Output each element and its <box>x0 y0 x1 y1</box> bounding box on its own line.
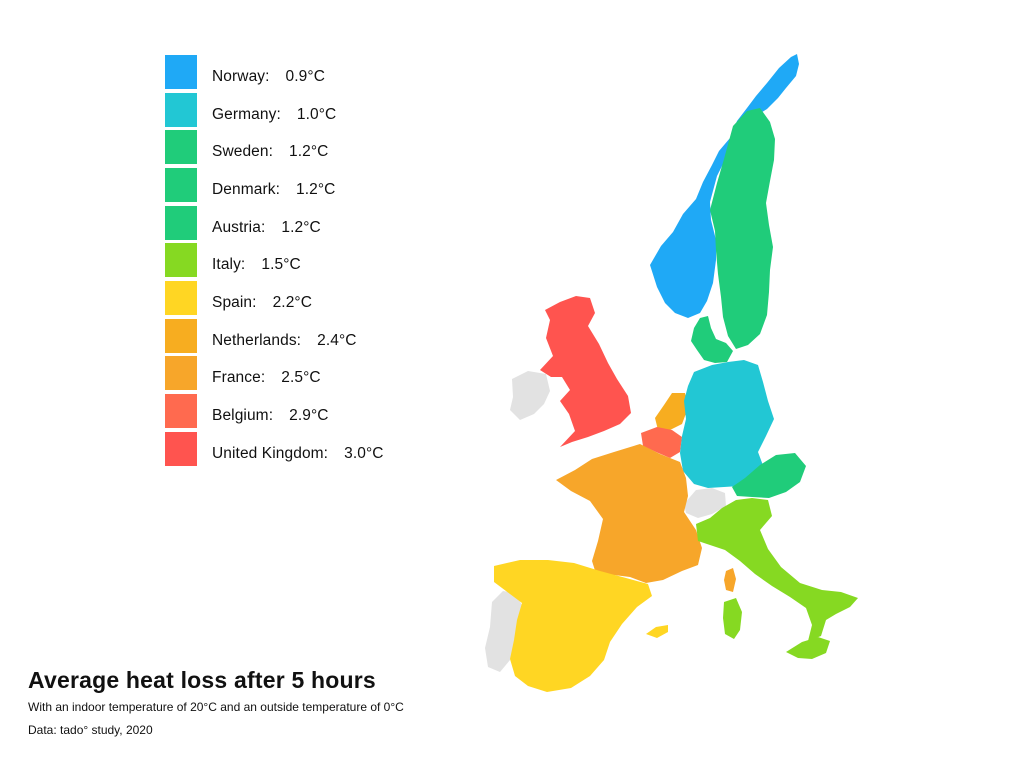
legend-value-norway: 0.9°C <box>285 67 325 85</box>
legend-text-denmark: Denmark: 1.2°C <box>212 181 335 199</box>
map-country-belgium <box>641 427 682 458</box>
legend-item-denmark: Denmark: 1.2°C <box>165 166 465 204</box>
map-country-sweden <box>710 108 775 349</box>
legend-country-france: France: <box>212 369 266 387</box>
legend-text-germany: Germany: 1.0°C <box>212 106 336 124</box>
legend-item-italy: Italy: 1.5°C <box>165 241 465 279</box>
map-country-denmark <box>691 316 733 363</box>
legend-value-denmark: 1.2°C <box>295 180 336 198</box>
legend-value-france: 2.5°C <box>281 369 321 387</box>
legend-value-netherlands: 2.4°C <box>317 331 357 349</box>
legend-swatch-netherlands <box>165 318 197 353</box>
legend-item-belgium: Belgium: 2.9°C <box>165 392 465 430</box>
map-country-austria <box>732 453 806 498</box>
legend-value-sweden: 1.2°C <box>289 143 329 161</box>
legend-item-netherlands: Netherlands: 2.4°C <box>165 317 465 355</box>
legend-text-spain: Spain: 2.2°C <box>212 294 312 312</box>
legend-value-belgium: 2.9°C <box>289 407 329 425</box>
legend-country-austria: Austria: <box>212 218 266 236</box>
legend-swatch-italy <box>165 243 197 278</box>
map-country-balearic <box>646 625 668 638</box>
legend: Norway: 0.9°C Germany: 1.0°C Sweden: 1.2°C … <box>165 53 465 468</box>
legend-item-united-kingdom: United Kingdom: 3.0°C <box>165 430 465 468</box>
title-block: Average heat loss after 5 hours With an … <box>28 667 628 737</box>
map-country-sardinia <box>723 598 742 639</box>
legend-text-austria: Austria: 1.2°C <box>212 219 321 237</box>
legend-value-germany: 1.0°C <box>296 105 337 123</box>
legend-swatch-belgium <box>165 394 197 429</box>
legend-text-sweden: Sweden: 1.2°C <box>212 143 328 161</box>
map-country-united-kingdom <box>540 296 631 447</box>
legend-value-spain: 2.2°C <box>272 293 313 311</box>
legend-text-italy: Italy: 1.5°C <box>212 256 301 274</box>
map-country-portugal <box>485 591 522 672</box>
legend-swatch-germany <box>165 92 197 127</box>
legend-swatch-united-kingdom <box>165 431 197 466</box>
map-country-switzerland <box>684 488 726 518</box>
legend-text-norway: Norway: 0.9°C <box>212 68 325 86</box>
legend-swatch-austria <box>165 205 197 240</box>
legend-item-sweden: Sweden: 1.2°C <box>165 128 465 166</box>
legend-item-germany: Germany: 1.0°C <box>165 91 465 129</box>
legend-country-norway: Norway: <box>212 67 270 85</box>
legend-item-france: France: 2.5°C <box>165 355 465 393</box>
legend-text-belgium: Belgium: 2.9°C <box>212 407 329 425</box>
legend-swatch-spain <box>165 280 197 315</box>
legend-swatch-denmark <box>165 167 197 202</box>
legend-text-united-kingdom: United Kingdom: 3.0°C <box>212 445 384 463</box>
legend-swatch-norway <box>165 54 197 89</box>
legend-swatch-sweden <box>165 130 197 165</box>
legend-text-netherlands: Netherlands: 2.4°C <box>212 332 357 350</box>
legend-value-italy: 1.5°C <box>261 256 301 274</box>
legend-text-france: France: 2.5°C <box>212 369 321 387</box>
legend-country-sweden: Sweden: <box>212 143 274 161</box>
legend-item-norway: Norway: 0.9°C <box>165 53 465 91</box>
map-country-spain <box>494 560 652 692</box>
map-country-corsica <box>724 568 736 592</box>
legend-country-germany: Germany: <box>212 105 281 123</box>
legend-country-italy: Italy: <box>212 256 246 274</box>
map-country-france <box>556 444 702 583</box>
legend-swatch-france <box>165 356 197 391</box>
legend-item-spain: Spain: 2.2°C <box>165 279 465 317</box>
map-title: Average heat loss after 5 hours <box>28 667 376 693</box>
legend-country-united-kingdom: United Kingdom: <box>212 444 329 462</box>
legend-item-austria: Austria: 1.2°C <box>165 204 465 242</box>
map-subtitle: With an indoor temperature of 20°C and a… <box>28 699 404 714</box>
map-source: Data: tado° study, 2020 <box>28 722 153 737</box>
map-country-sicily <box>786 637 830 659</box>
map-country-norway <box>650 54 799 318</box>
legend-country-spain: Spain: <box>212 293 257 311</box>
legend-value-united-kingdom: 3.0°C <box>344 444 384 462</box>
legend-country-netherlands: Netherlands: <box>212 331 302 349</box>
map-country-germany <box>680 360 774 488</box>
legend-value-austria: 1.2°C <box>281 218 321 236</box>
map-country-netherlands <box>655 393 688 430</box>
legend-country-denmark: Denmark: <box>212 180 280 198</box>
legend-country-belgium: Belgium: <box>212 407 274 425</box>
map-country-ireland <box>510 371 550 420</box>
map-country-italy <box>696 498 858 641</box>
